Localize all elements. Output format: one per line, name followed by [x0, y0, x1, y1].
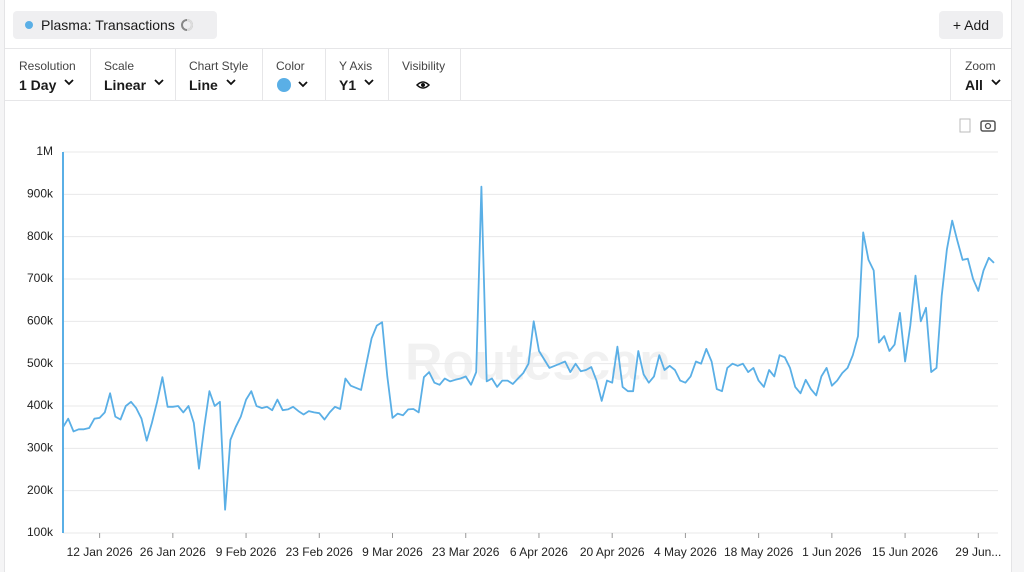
control-value: 1 Day [19, 77, 57, 93]
y-tick-label: 600k [27, 314, 54, 328]
control-icon [277, 78, 308, 92]
y-tick-label: 300k [27, 441, 54, 455]
series-dot [25, 21, 33, 29]
x-tick-label: 23 Feb 2026 [286, 545, 354, 559]
control[interactable]: Y Axis Y1 [325, 48, 389, 100]
control-icon [415, 81, 431, 89]
control[interactable]: Resolution 1 Day [5, 48, 91, 100]
control[interactable]: Visibility [388, 48, 461, 100]
control-value: All [965, 77, 983, 93]
control-value: Line [189, 77, 218, 93]
x-tick-label: 4 May 2026 [654, 545, 717, 559]
add-button[interactable]: + Add [939, 11, 1003, 39]
y-tick-label: 800k [27, 229, 54, 243]
chevron [226, 79, 236, 86]
export-icon[interactable] [959, 118, 971, 133]
series-name: Plasma: Transactions [41, 17, 175, 33]
x-tick-label: 15 Jun 2026 [872, 545, 938, 559]
y-tick-label: 400k [27, 398, 54, 412]
chevron [364, 79, 374, 86]
series-tab[interactable]: Plasma: Transactions [13, 11, 217, 39]
control-caption: Y Axis [339, 59, 373, 73]
y-tick-label: 100k [27, 525, 54, 539]
control-value: Y1 [339, 77, 357, 93]
control-value: Linear [104, 77, 147, 93]
x-tick-label: 9 Mar 2026 [362, 545, 423, 559]
control-caption: Visibility [402, 59, 446, 73]
x-tick-label: 29 Jun... [955, 545, 1001, 559]
x-tick-label: 9 Feb 2026 [216, 545, 277, 559]
top-bar: Plasma: Transactions + Add [5, 0, 1011, 49]
y-tick-label: 200k [27, 483, 54, 497]
control-caption: Color [276, 59, 305, 73]
control[interactable]: Zoom All [950, 48, 1011, 100]
control[interactable]: Color [262, 48, 326, 100]
x-tick-label: 23 Mar 2026 [432, 545, 500, 559]
x-tick-label: 12 Jan 2026 [67, 545, 133, 559]
y-tick-label: 900k [27, 187, 54, 201]
series-line [62, 185, 995, 511]
panel: Plasma: Transactions + Add Resolution 1 D… [4, 0, 1012, 572]
control-caption: Chart Style [189, 59, 249, 73]
x-tick-label: 20 Apr 2026 [580, 545, 645, 559]
chevron [991, 79, 1001, 86]
control[interactable]: Scale Linear [90, 48, 176, 100]
x-tick-label: 6 Apr 2026 [510, 545, 568, 559]
y-tick-label: 500k [27, 356, 54, 370]
snapshot-lens [984, 122, 992, 130]
x-tick-label: 1 Jun 2026 [802, 545, 862, 559]
control-caption: Scale [104, 59, 135, 73]
chart: Routescan 100k200k300k400k500k600k700k80… [27, 118, 1001, 559]
toolbar-icons [959, 118, 996, 133]
x-tick-label: 26 Jan 2026 [140, 545, 206, 559]
controls: Resolution 1 Day Scale Linear Chart Style Lin… [5, 48, 1011, 101]
snapshot-icon[interactable] [980, 120, 996, 132]
y-tick-label: 1M [36, 144, 53, 158]
x-tick-label: 18 May 2026 [724, 545, 794, 559]
control-caption: Resolution [19, 59, 76, 73]
control-caption: Zoom [965, 59, 996, 73]
chevron [154, 79, 164, 86]
y-tick-label: 700k [27, 271, 54, 285]
loading-icon [181, 19, 193, 31]
control[interactable]: Chart Style Line [175, 48, 263, 100]
chevron [64, 79, 74, 86]
